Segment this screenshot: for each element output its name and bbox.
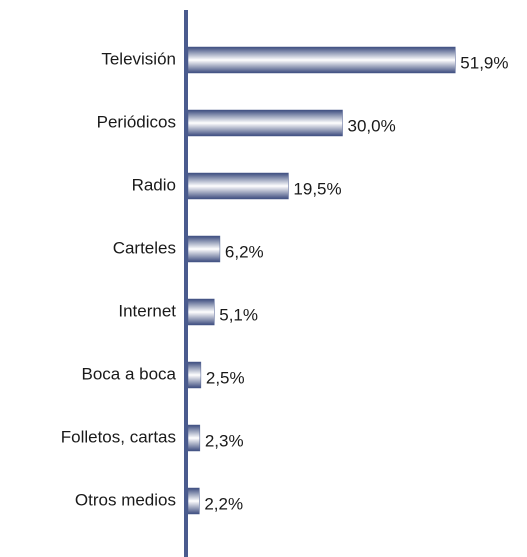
category-label: Periódicos [97, 112, 176, 131]
value-label: 6,2% [225, 242, 264, 261]
category-label: Radio [132, 175, 176, 194]
value-label: 2,3% [205, 431, 244, 450]
bar [187, 298, 215, 326]
value-label: 30,0% [348, 116, 396, 135]
category-label: Televisión [101, 49, 176, 68]
category-label: Carteles [113, 238, 176, 257]
bar [187, 109, 343, 137]
value-label: 2,2% [204, 494, 243, 513]
bar [187, 46, 456, 74]
category-label: Otros medios [75, 490, 176, 509]
value-label: 2,5% [206, 368, 245, 387]
bar [187, 172, 289, 200]
category-label: Folletos, cartas [61, 427, 176, 446]
value-label: 5,1% [219, 305, 258, 324]
value-label: 19,5% [293, 179, 341, 198]
bar [187, 235, 221, 263]
value-label: 51,9% [460, 53, 508, 72]
bar [187, 487, 200, 515]
axis-line [184, 10, 188, 557]
category-label: Internet [118, 301, 176, 320]
bar [187, 424, 201, 452]
bar [187, 361, 202, 389]
category-label: Boca a boca [81, 364, 176, 383]
